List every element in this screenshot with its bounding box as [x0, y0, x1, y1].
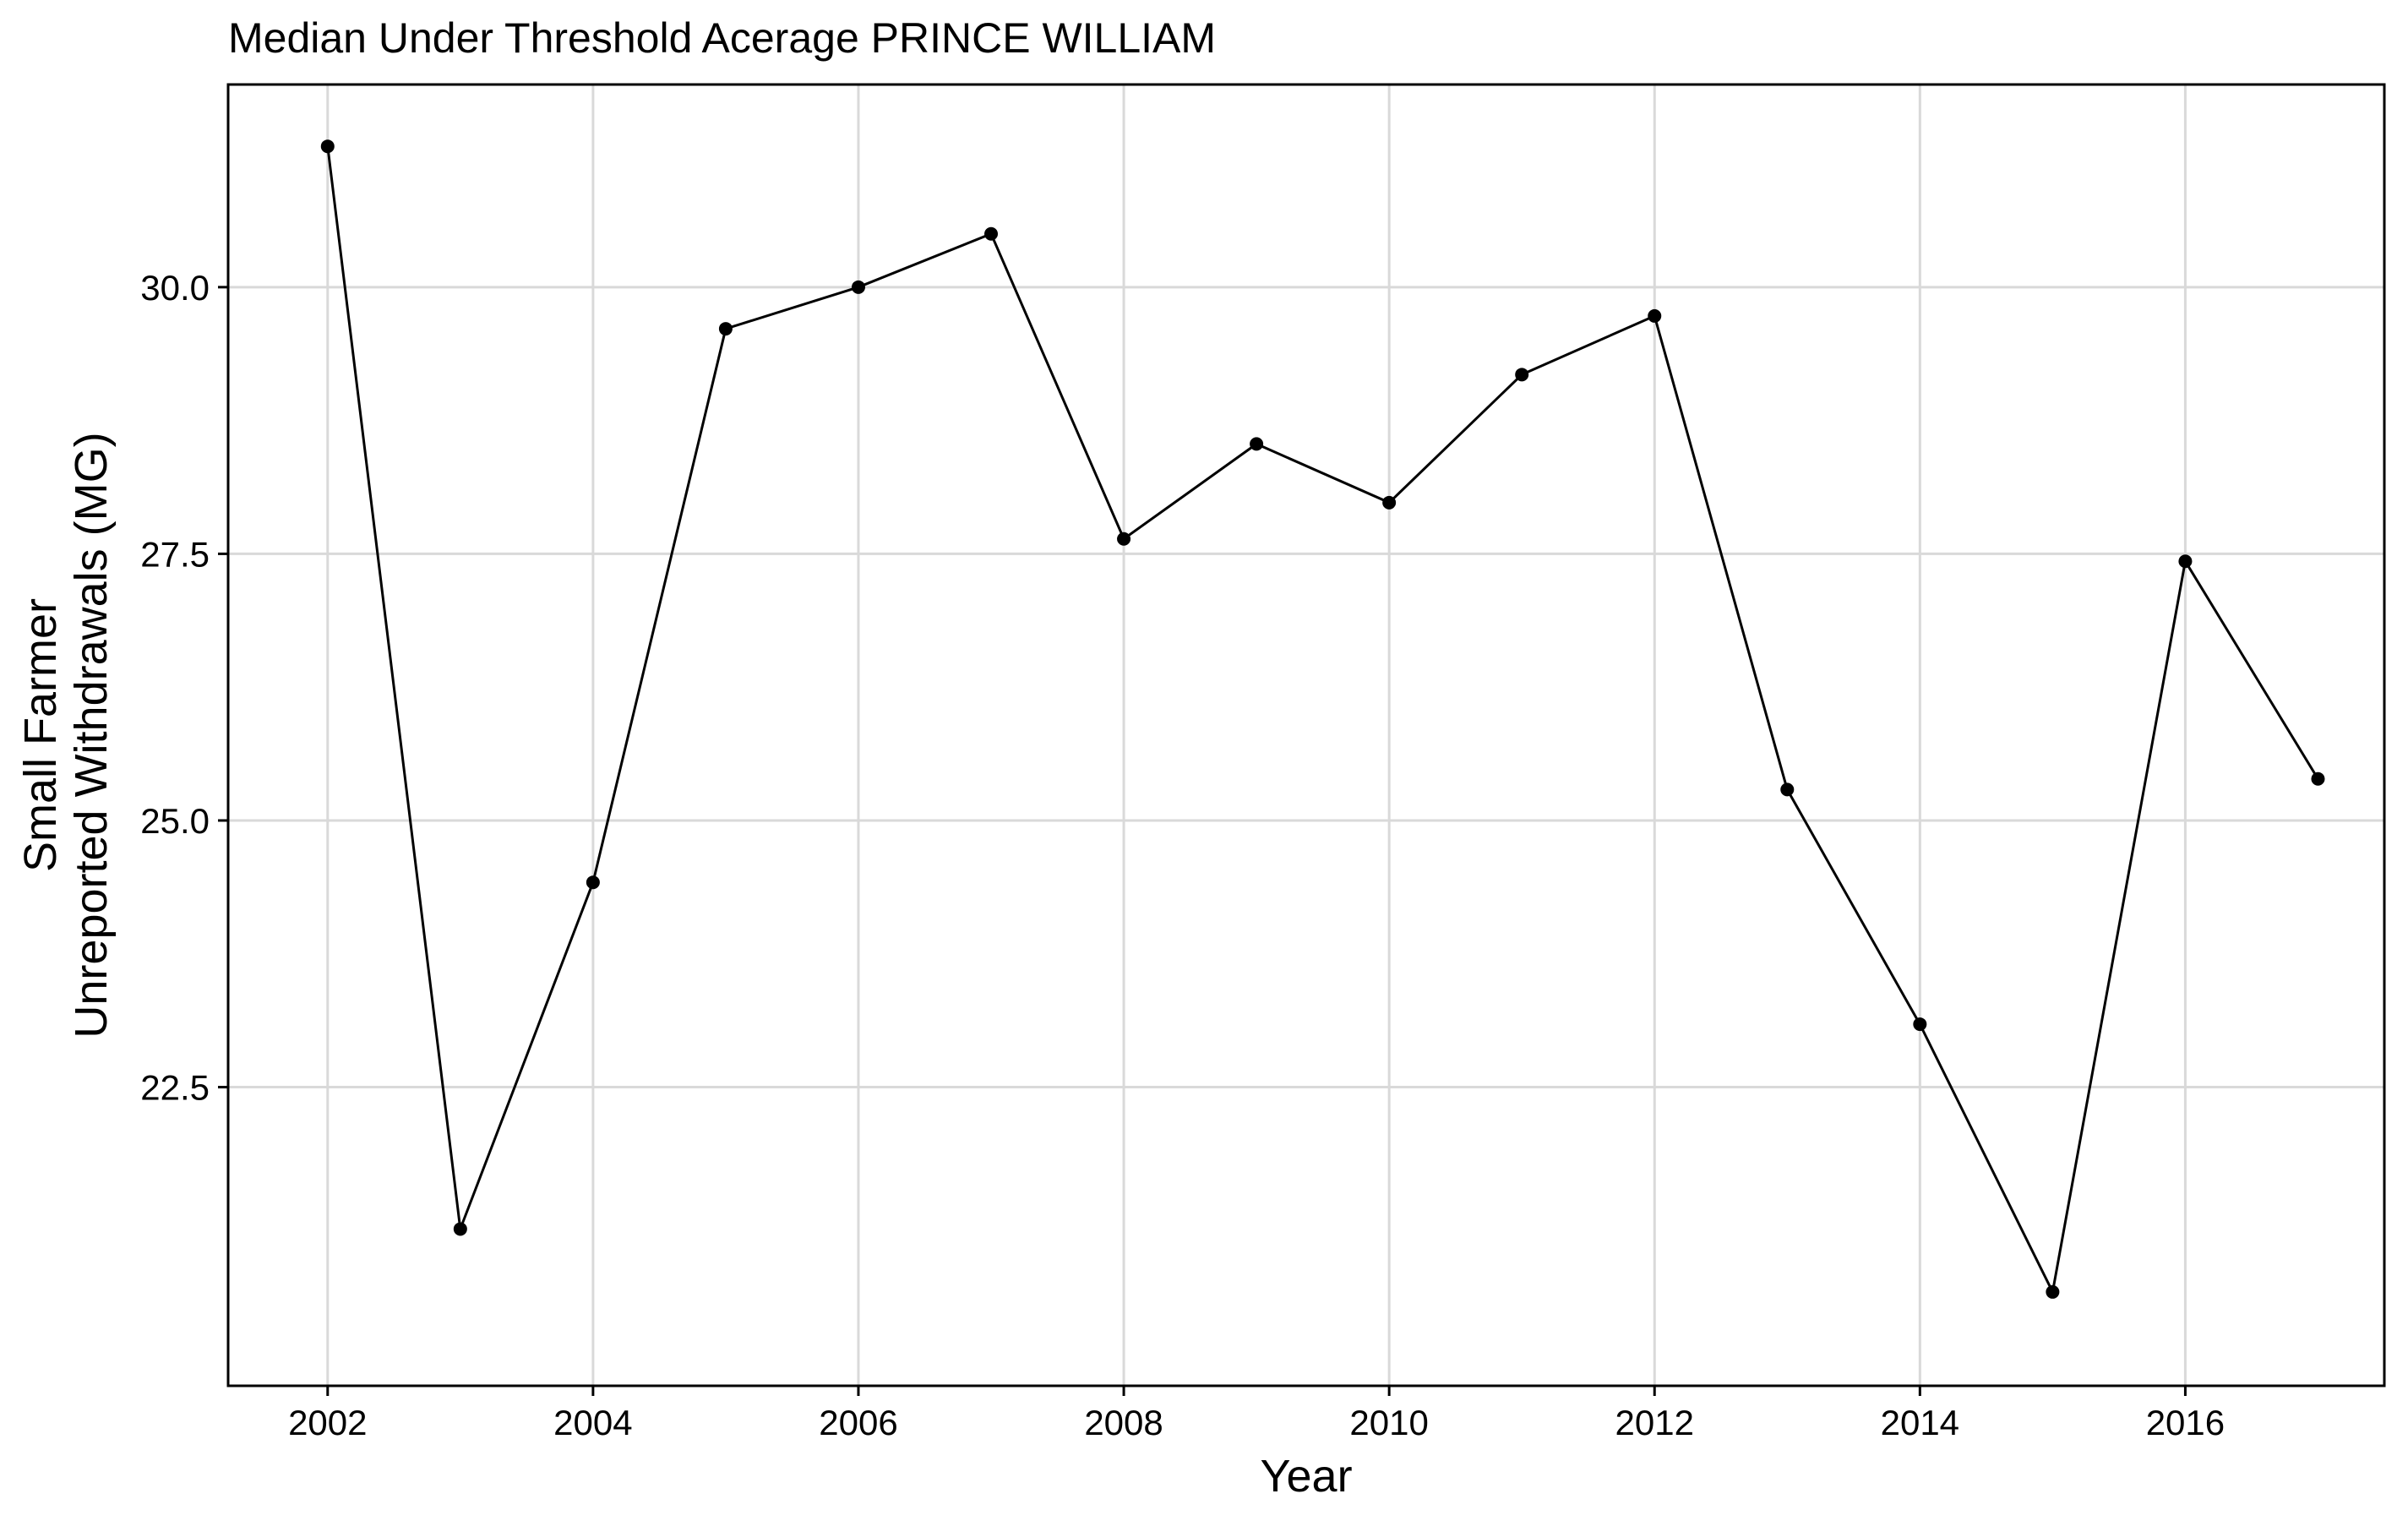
- y-axis-title-line-2: Unreported Withdrawals (MG): [66, 432, 117, 1038]
- x-tick-label: 2006: [819, 1403, 897, 1442]
- y-tick-label: 27.5: [140, 534, 210, 574]
- data-point: [2311, 771, 2325, 786]
- data-point: [2046, 1284, 2060, 1299]
- series-layer: [320, 139, 2325, 1299]
- x-tick-label: 2008: [1084, 1403, 1163, 1442]
- data-point: [1250, 437, 1264, 451]
- data-point: [586, 875, 600, 890]
- y-tick-label: 25.0: [140, 801, 210, 841]
- y-tick-label: 30.0: [140, 268, 210, 308]
- y-tick-label: 22.5: [140, 1068, 210, 1108]
- grid-layer: [228, 84, 2384, 1386]
- x-tick-label: 2010: [1349, 1403, 1428, 1442]
- y-axis-title-line-1: Small Farmer: [15, 598, 66, 872]
- data-point: [1515, 368, 1529, 382]
- data-point: [1780, 782, 1795, 797]
- data-point: [851, 280, 865, 294]
- x-tick-label: 2014: [1881, 1403, 1959, 1442]
- data-point: [453, 1222, 467, 1236]
- data-point: [718, 322, 733, 336]
- axis-layer: 2002 2004 2006 2008 2010 2012 2014 2016 22.5 25.0…: [140, 268, 2225, 1442]
- data-point: [1382, 495, 1397, 510]
- x-tick-label: 2004: [553, 1403, 632, 1442]
- data-point: [1913, 1017, 1927, 1032]
- data-point: [1648, 308, 1662, 323]
- x-tick-label: 2002: [288, 1403, 367, 1442]
- series-line: [326, 146, 2319, 1296]
- data-point: [1117, 532, 1131, 546]
- x-tick-label: 2016: [2146, 1403, 2225, 1442]
- data-point: [984, 226, 999, 241]
- x-tick-label: 2012: [1615, 1403, 1694, 1442]
- chart-title: Median Under Threshold Acerage PRINCE WI…: [228, 14, 1216, 62]
- y-axis-title: Small Farmer Unreported Withdrawals (MG): [15, 432, 117, 1038]
- data-point: [320, 139, 335, 154]
- x-axis-title: Year: [1260, 1451, 1352, 1502]
- panel-border: [226, 83, 2386, 1387]
- data-point: [2178, 554, 2193, 569]
